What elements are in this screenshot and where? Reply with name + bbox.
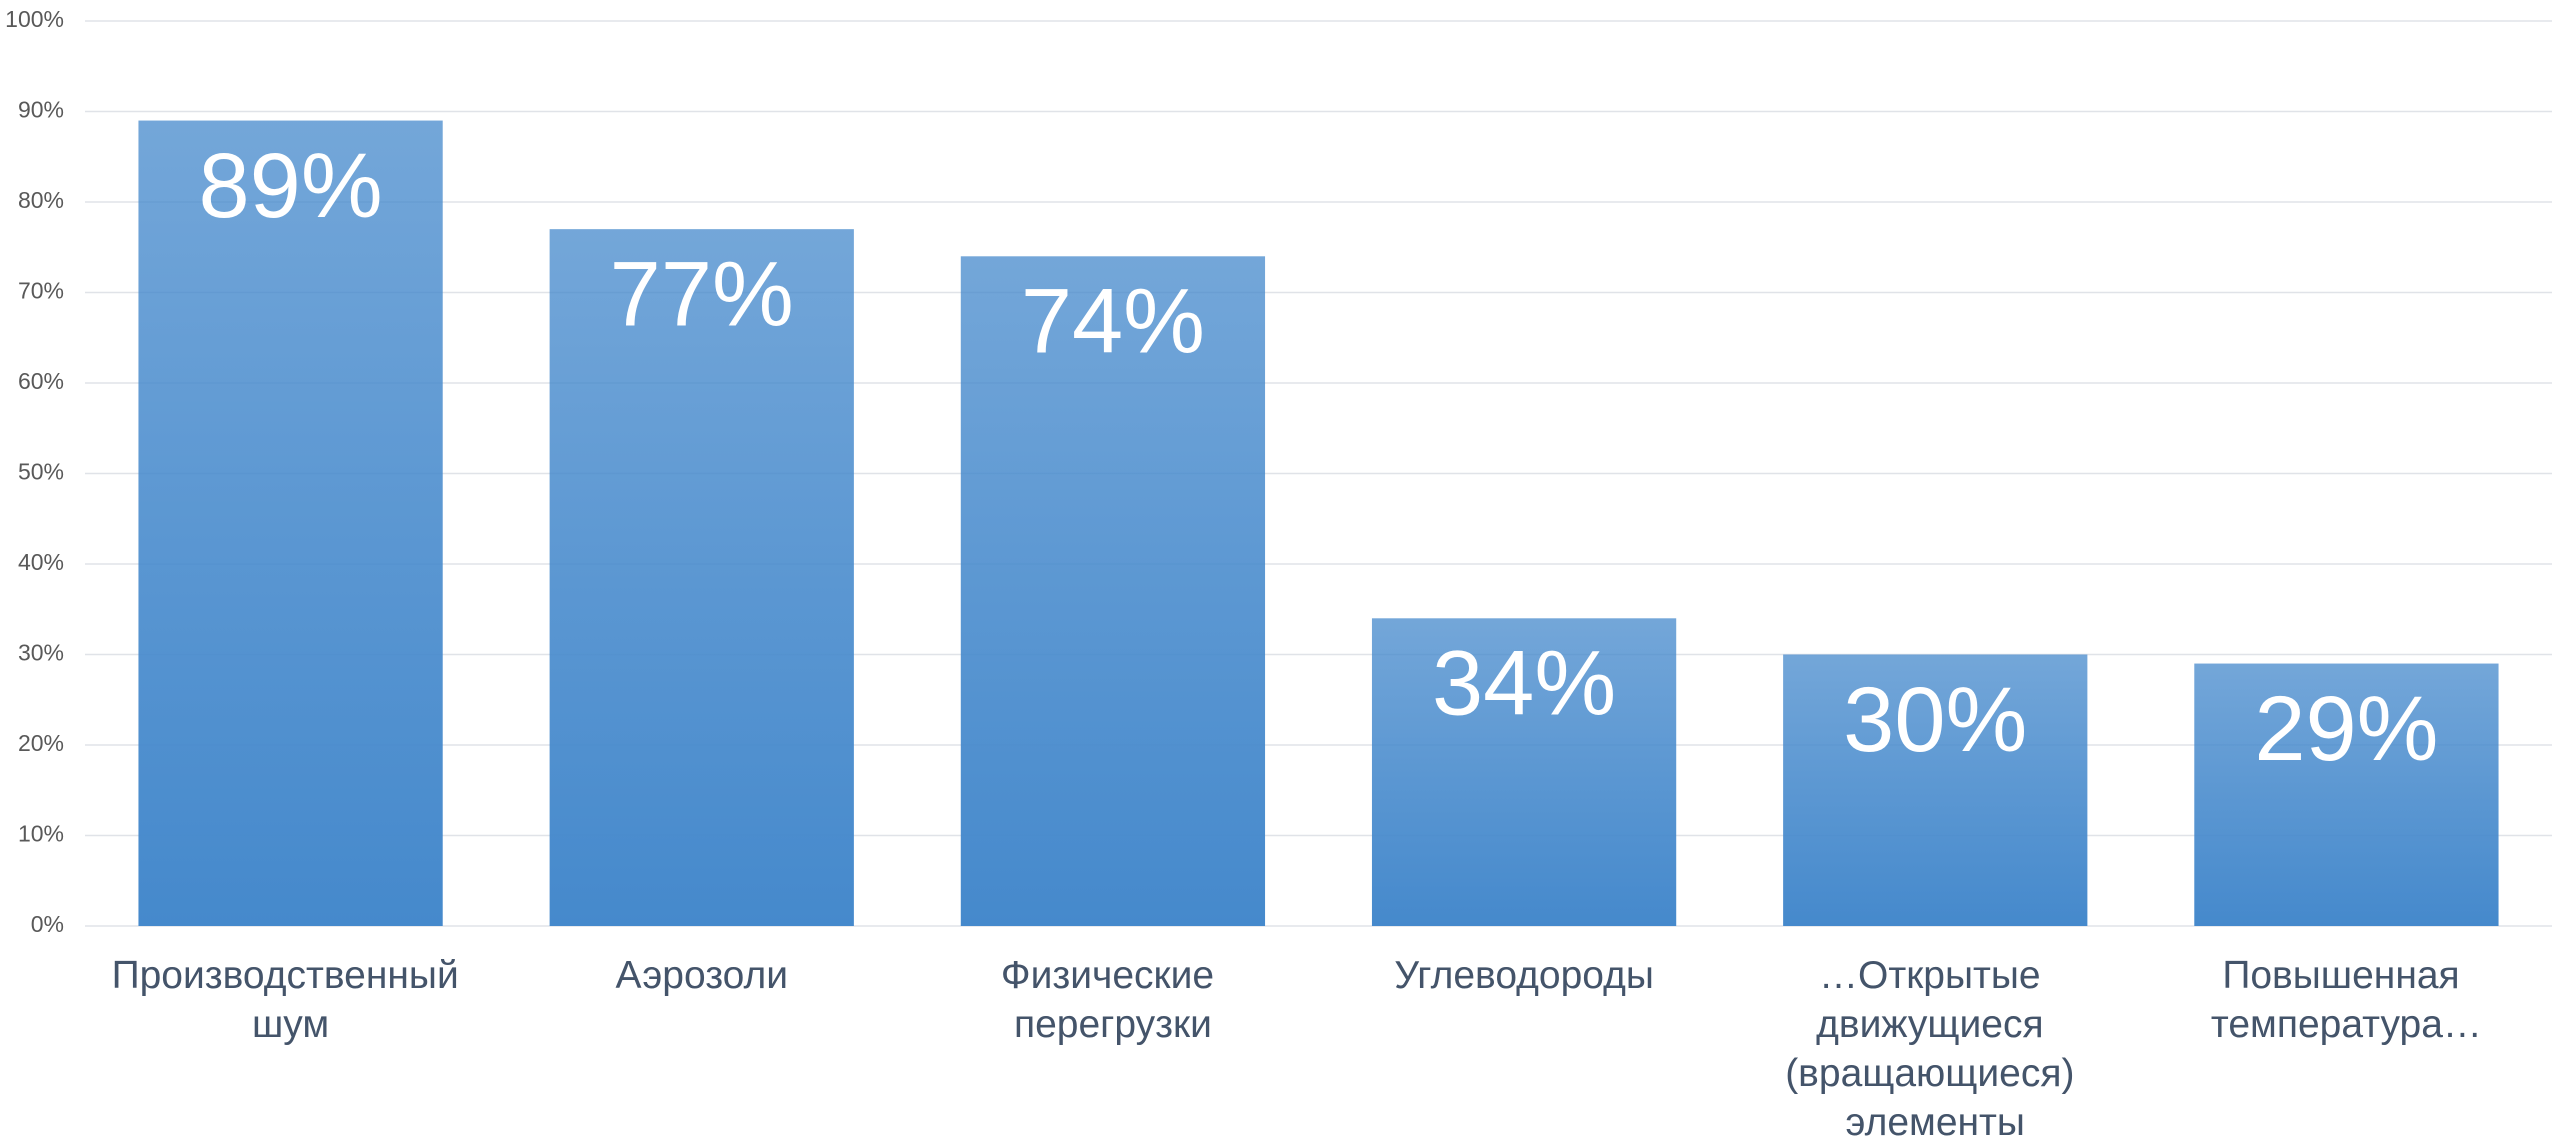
value-label: 34% (1432, 633, 1616, 735)
bar (960, 256, 1266, 926)
y-tick-label: 80% (18, 187, 64, 213)
bar (549, 229, 854, 926)
y-tick-label: 0% (31, 911, 64, 937)
y-tick-label: 60% (18, 368, 64, 394)
y-tick-label: 50% (18, 459, 64, 485)
value-label: 89% (199, 135, 383, 237)
value-label: 77% (610, 243, 794, 345)
bar (1371, 618, 1677, 926)
value-label: 30% (1843, 669, 2027, 771)
y-tick-label: 10% (18, 821, 64, 847)
x-tick-label: …Открытые движущиеся (вращающиеся) элеме… (1785, 954, 2085, 1143)
x-tick-label: Производственный шум (112, 954, 470, 1046)
y-tick-label: 70% (18, 278, 64, 304)
bar (1783, 654, 2088, 926)
value-label: 74% (1021, 271, 1205, 373)
bar (138, 120, 443, 927)
y-tick-label: 40% (18, 549, 64, 575)
y-tick-label: 20% (18, 730, 64, 756)
x-tick-label: Аэрозоли (615, 954, 788, 997)
value-label: 29% (2254, 678, 2438, 780)
x-tick-label: Повышенная температура… (2211, 954, 2482, 1046)
bar (2194, 663, 2499, 926)
x-tick-label: Физические перегрузки (1001, 954, 1225, 1046)
y-tick-label: 100% (5, 6, 64, 32)
y-tick-label: 90% (18, 97, 64, 123)
x-tick-label: Углеводороды (1394, 954, 1654, 997)
y-tick-label: 30% (18, 640, 64, 666)
